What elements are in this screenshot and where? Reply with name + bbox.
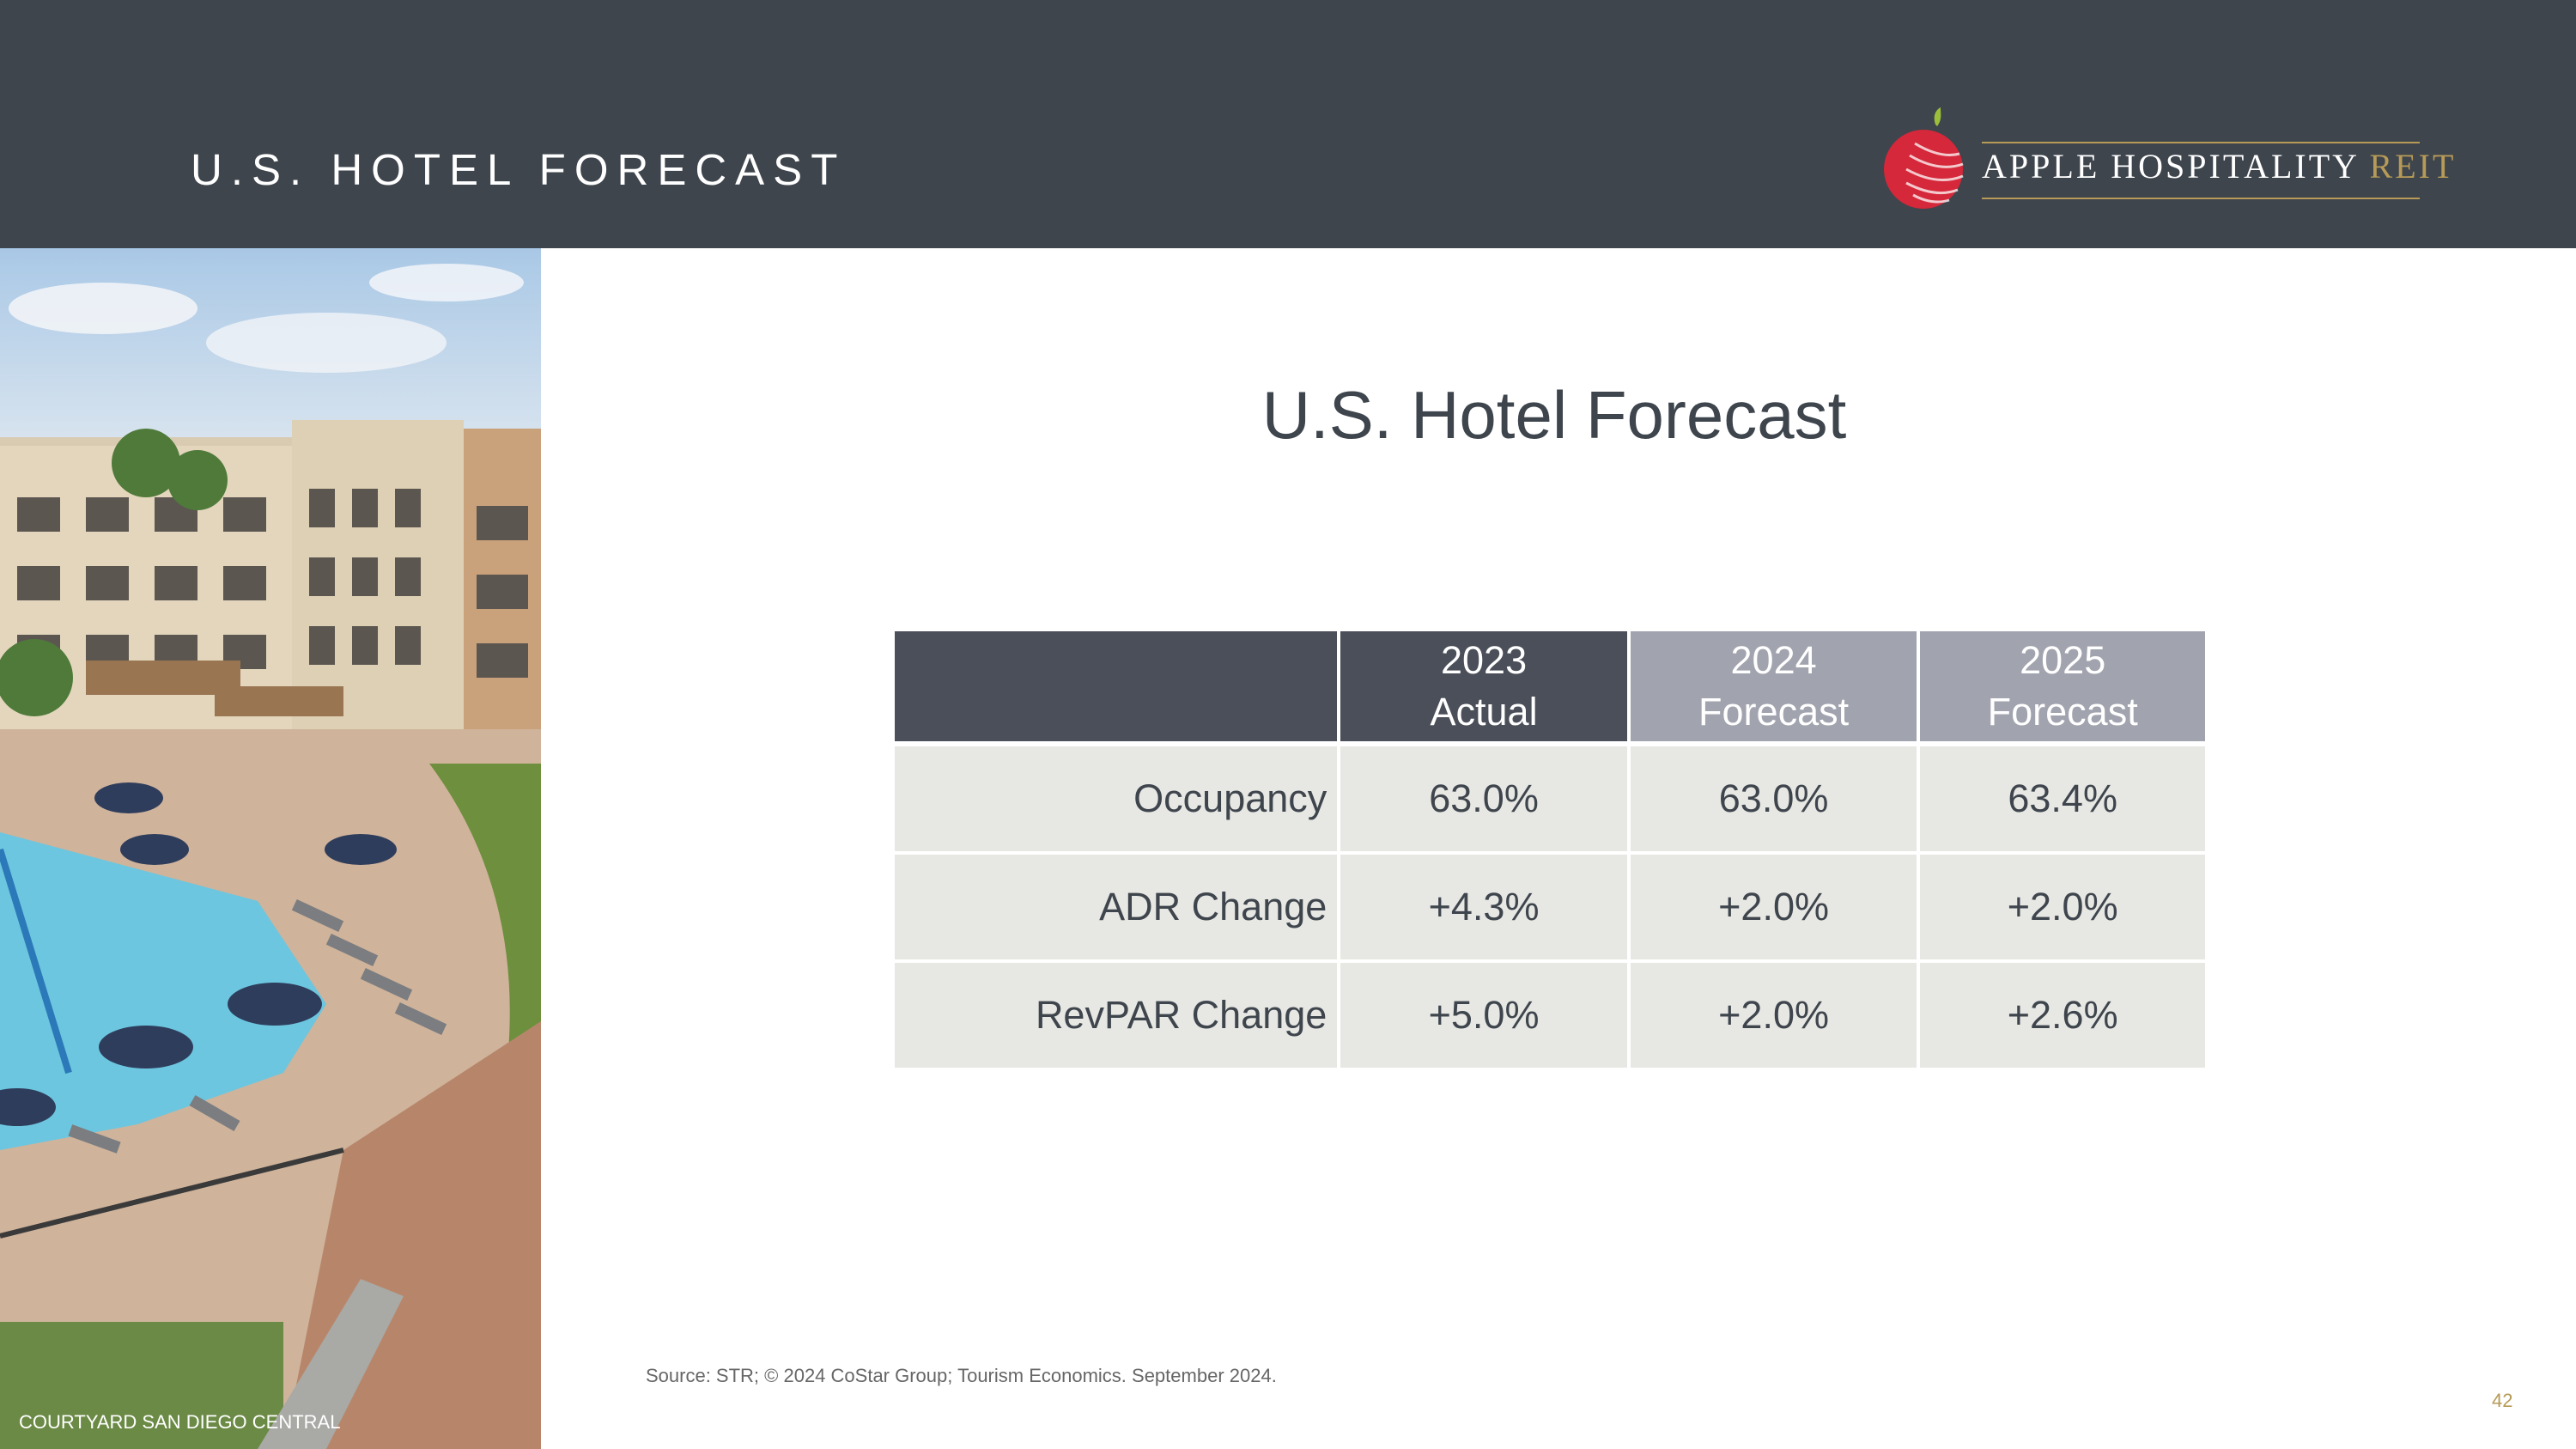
table-row-occupancy: Occupancy 63.0% 63.0% 63.4%	[895, 744, 2208, 855]
logo-text: APPLE HOSPITALITY	[1982, 147, 2359, 186]
row-label: Occupancy	[895, 744, 1341, 855]
table-cell: 63.0%	[1339, 744, 1631, 855]
logo-wordmark: APPLE HOSPITALITY REIT	[1982, 146, 2456, 186]
row-label: RevPAR Change	[895, 961, 1341, 1071]
photo-caption: COURTYARD SAN DIEGO CENTRAL	[19, 1411, 341, 1433]
header-bar	[0, 0, 2576, 248]
slide-title: U.S. Hotel Forecast	[1261, 377, 1847, 453]
column-year: 2025	[2020, 638, 2106, 682]
table-cell: 63.4%	[1918, 744, 2208, 855]
table-cell: +2.0%	[1918, 853, 2208, 963]
table-header-2024: 2024 Forecast	[1628, 631, 1921, 746]
table-row-revpar-change: RevPAR Change +5.0% +2.0% +2.6%	[895, 961, 2208, 1071]
table-header-row: 2023 Actual 2024 Forecast 2025 Forecast	[895, 631, 2208, 746]
table-cell: +2.0%	[1628, 961, 1921, 1071]
column-type: Forecast	[1987, 690, 2138, 734]
apple-logo-icon	[1884, 107, 1964, 209]
table-header-2023: 2023 Actual	[1339, 631, 1631, 746]
source-note: Source: STR; © 2024 CoStar Group; Touris…	[646, 1365, 1277, 1386]
table-header-corner	[895, 631, 1341, 746]
logo-rule-top	[1982, 142, 2420, 143]
table-cell: +4.3%	[1339, 853, 1631, 963]
table-cell: +2.0%	[1628, 853, 1921, 963]
header-title: U.S. HOTEL FORECAST	[191, 145, 847, 194]
column-year: 2023	[1440, 638, 1528, 682]
column-type: Actual	[1430, 690, 1538, 734]
logo-rule-bottom	[1982, 198, 2420, 199]
column-type: Forecast	[1698, 690, 1850, 734]
hotel-photo	[0, 248, 541, 1449]
hotel-courtyard-image	[0, 248, 541, 1449]
forecast-table: 2023 Actual 2024 Forecast 2025 Forecast …	[895, 631, 2208, 1071]
table-cell: +5.0%	[1339, 961, 1631, 1071]
row-label: ADR Change	[895, 853, 1341, 963]
table-cell: +2.6%	[1918, 961, 2208, 1071]
table-header-2025: 2025 Forecast	[1918, 631, 2208, 746]
table-cell: 63.0%	[1628, 744, 1921, 855]
table-row-adr-change: ADR Change +4.3% +2.0% +2.0%	[895, 853, 2208, 963]
logo-text-accent: REIT	[2369, 147, 2457, 186]
column-year: 2024	[1730, 638, 1817, 682]
page-number: 42	[2492, 1390, 2513, 1411]
